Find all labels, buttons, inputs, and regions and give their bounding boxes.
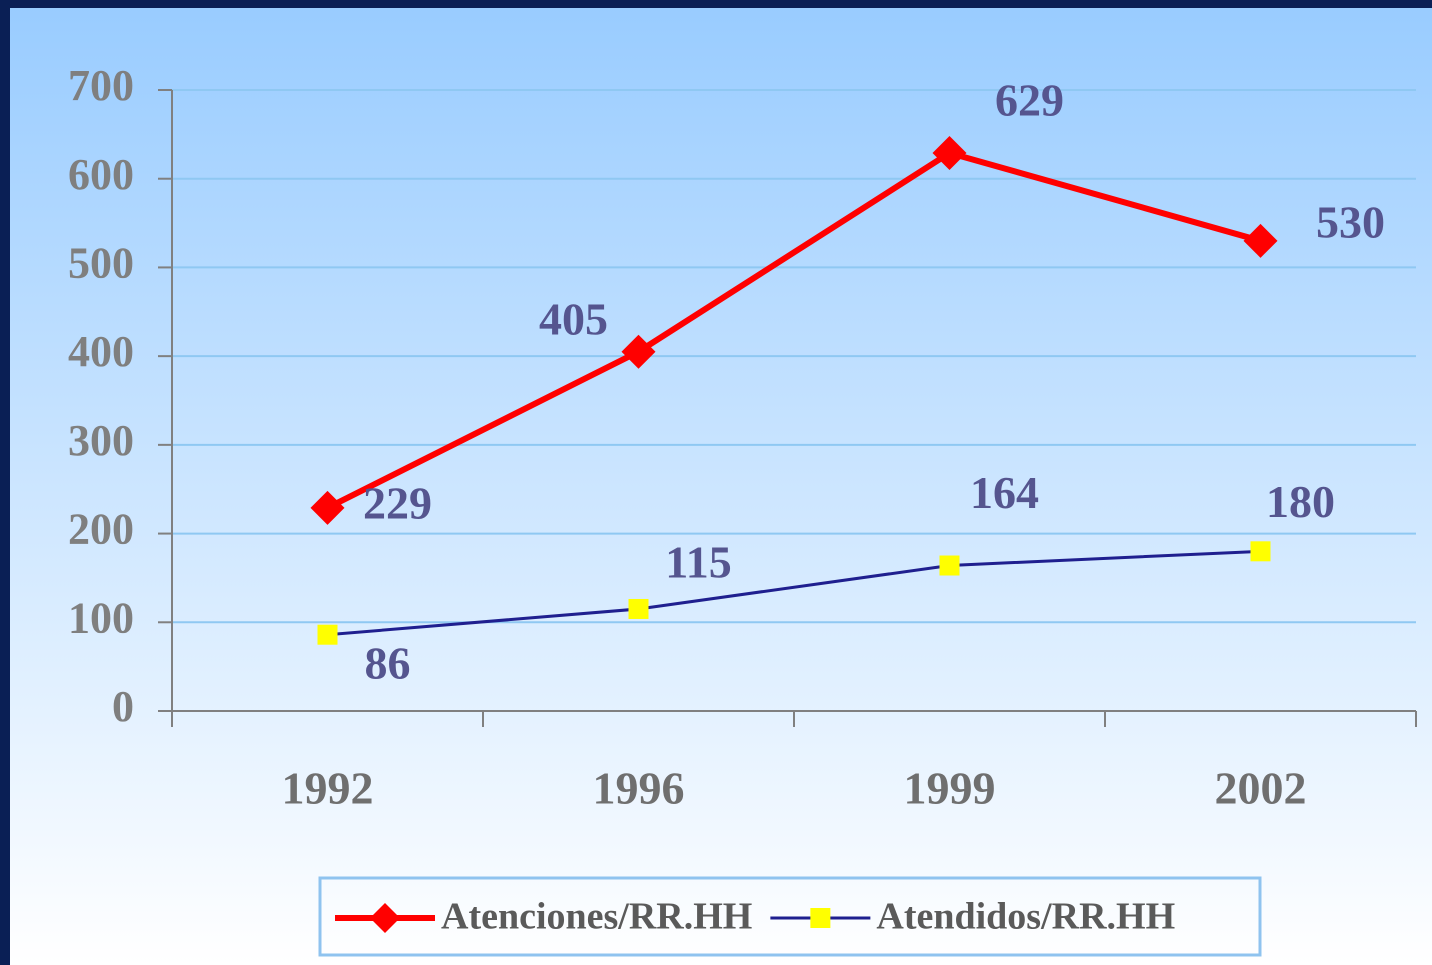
- data-label: 115: [665, 537, 731, 588]
- data-label: 229: [363, 477, 432, 528]
- data-label: 164: [970, 467, 1039, 518]
- legend-label: Atendidos/RR.HH: [876, 896, 1175, 938]
- data-label: 530: [1316, 196, 1385, 247]
- marker: [939, 555, 960, 576]
- y-tick-label: 400: [68, 327, 134, 376]
- x-tick-label: 1999: [904, 763, 996, 814]
- marker: [1250, 541, 1271, 562]
- y-tick-label: 200: [68, 505, 134, 554]
- x-tick-label: 1992: [282, 763, 374, 814]
- series-line: [327, 549, 1261, 637]
- y-tick-label: 0: [112, 682, 134, 731]
- data-label: 180: [1266, 476, 1335, 527]
- marker: [310, 490, 345, 525]
- background: [10, 8, 1432, 965]
- series-line: [326, 149, 1262, 511]
- data-label: 629: [995, 75, 1064, 126]
- y-tick-label: 600: [68, 150, 134, 199]
- y-tick-label: 300: [68, 416, 134, 465]
- legend-label: Atenciones/RR.HH: [441, 896, 752, 938]
- legend-marker: [810, 908, 831, 928]
- data-label: 86: [365, 637, 411, 688]
- marker: [1243, 223, 1278, 258]
- y-tick-label: 100: [68, 593, 134, 642]
- marker: [628, 598, 649, 619]
- y-tick-label: 700: [68, 61, 134, 110]
- data-label: 405: [539, 293, 608, 344]
- y-tick-label: 500: [68, 239, 134, 288]
- legend-marker: [370, 903, 400, 933]
- marker: [621, 334, 656, 369]
- x-tick-label: 2002: [1215, 763, 1307, 814]
- legend-box: [318, 876, 1262, 957]
- x-tick-label: 1996: [593, 763, 685, 814]
- marker: [317, 624, 338, 645]
- marker: [932, 135, 967, 170]
